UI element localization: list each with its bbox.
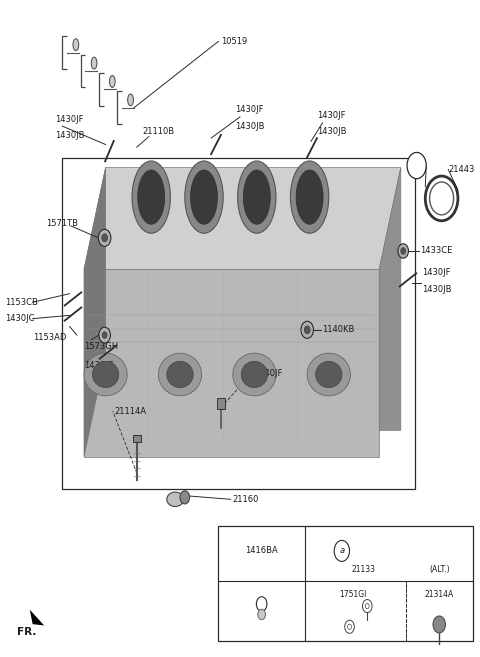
- Ellipse shape: [132, 161, 170, 233]
- Ellipse shape: [290, 161, 329, 233]
- Polygon shape: [84, 168, 401, 269]
- Text: FR.: FR.: [17, 627, 36, 637]
- Text: 1430JB: 1430JB: [422, 285, 452, 294]
- Text: 21314A: 21314A: [425, 590, 454, 599]
- Ellipse shape: [241, 361, 268, 388]
- Text: 21160: 21160: [233, 495, 259, 504]
- Ellipse shape: [128, 94, 133, 106]
- Text: 10519: 10519: [221, 37, 247, 46]
- Circle shape: [304, 326, 310, 334]
- Bar: [217, 398, 225, 409]
- Circle shape: [301, 321, 313, 338]
- Ellipse shape: [109, 76, 115, 87]
- Ellipse shape: [167, 361, 193, 388]
- Circle shape: [334, 540, 349, 561]
- Text: 1430JF: 1430JF: [317, 110, 345, 120]
- Text: 21443: 21443: [448, 165, 475, 174]
- Ellipse shape: [307, 353, 350, 396]
- Ellipse shape: [191, 170, 217, 224]
- Ellipse shape: [84, 353, 127, 396]
- Ellipse shape: [180, 491, 190, 504]
- Text: 1430JF: 1430JF: [55, 114, 84, 124]
- Ellipse shape: [296, 170, 323, 224]
- Circle shape: [102, 234, 108, 242]
- Text: 21114A: 21114A: [114, 407, 146, 416]
- Text: a: a: [339, 547, 344, 555]
- Text: 1430JF: 1430JF: [235, 105, 264, 114]
- Text: 1571TB: 1571TB: [46, 219, 78, 228]
- Ellipse shape: [91, 57, 97, 69]
- Circle shape: [433, 616, 445, 633]
- Ellipse shape: [316, 361, 342, 388]
- Text: 1153AD: 1153AD: [33, 333, 66, 342]
- Text: a: a: [414, 161, 420, 170]
- Text: 21110B: 21110B: [143, 127, 174, 136]
- Text: 1430JB: 1430JB: [55, 131, 84, 141]
- Text: (ALT.): (ALT.): [429, 565, 450, 574]
- Text: 1140KB: 1140KB: [322, 325, 354, 334]
- Polygon shape: [30, 610, 44, 625]
- Text: 1751GI: 1751GI: [339, 590, 367, 599]
- Polygon shape: [379, 168, 401, 430]
- Ellipse shape: [238, 161, 276, 233]
- Text: 1140JF: 1140JF: [254, 369, 283, 378]
- Text: 1416BA: 1416BA: [245, 547, 278, 555]
- Circle shape: [98, 229, 111, 246]
- Bar: [218, 526, 473, 641]
- Ellipse shape: [158, 353, 202, 396]
- Circle shape: [398, 244, 408, 258]
- Text: 1430JF: 1430JF: [422, 268, 451, 277]
- Circle shape: [256, 597, 267, 611]
- Circle shape: [407, 152, 426, 179]
- Text: 1433CE: 1433CE: [420, 246, 452, 256]
- Circle shape: [401, 248, 406, 254]
- Bar: [62, 158, 415, 489]
- Bar: [133, 435, 141, 442]
- Ellipse shape: [167, 492, 184, 507]
- Text: 1153CB: 1153CB: [5, 298, 37, 307]
- Ellipse shape: [233, 353, 276, 396]
- Ellipse shape: [243, 170, 270, 224]
- Ellipse shape: [138, 170, 165, 224]
- Text: 1430JC: 1430JC: [84, 361, 113, 371]
- Text: 21133: 21133: [352, 565, 376, 574]
- Text: 1430JB: 1430JB: [317, 127, 346, 137]
- Polygon shape: [84, 168, 106, 457]
- Circle shape: [258, 609, 265, 620]
- Ellipse shape: [73, 39, 79, 51]
- Circle shape: [102, 332, 107, 338]
- Text: 1573GH: 1573GH: [84, 342, 118, 351]
- Ellipse shape: [185, 161, 223, 233]
- Ellipse shape: [92, 361, 119, 388]
- Bar: [406, 581, 473, 641]
- Circle shape: [99, 327, 110, 343]
- Text: 1430JC: 1430JC: [5, 314, 34, 323]
- Polygon shape: [84, 269, 379, 457]
- Text: 1430JB: 1430JB: [235, 122, 264, 131]
